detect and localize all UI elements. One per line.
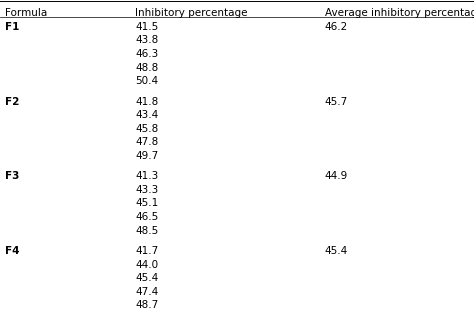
Text: 50.4: 50.4 xyxy=(135,76,158,86)
Text: 43.3: 43.3 xyxy=(135,185,158,195)
Text: 44.0: 44.0 xyxy=(135,260,158,270)
Text: 45.1: 45.1 xyxy=(135,198,158,208)
Text: 43.4: 43.4 xyxy=(135,110,158,120)
Text: 43.8: 43.8 xyxy=(135,35,158,46)
Text: 45.4: 45.4 xyxy=(135,273,158,283)
Text: 45.8: 45.8 xyxy=(135,124,158,134)
Text: Average inhibitory percentage: Average inhibitory percentage xyxy=(325,8,474,18)
Text: 41.8: 41.8 xyxy=(135,96,158,107)
Text: F4: F4 xyxy=(5,246,19,256)
Text: 47.4: 47.4 xyxy=(135,287,158,297)
Text: 44.9: 44.9 xyxy=(325,171,348,181)
Text: 49.7: 49.7 xyxy=(135,151,158,161)
Text: 48.5: 48.5 xyxy=(135,226,158,236)
Text: 45.4: 45.4 xyxy=(325,246,348,256)
Text: 45.7: 45.7 xyxy=(325,96,348,107)
Text: 41.3: 41.3 xyxy=(135,171,158,181)
Text: F1: F1 xyxy=(5,22,19,32)
Text: F3: F3 xyxy=(5,171,19,181)
Text: 48.8: 48.8 xyxy=(135,62,158,73)
Text: 46.3: 46.3 xyxy=(135,49,158,59)
Text: Inhibitory percentage: Inhibitory percentage xyxy=(135,8,247,18)
Text: Formula: Formula xyxy=(5,8,47,18)
Text: 46.2: 46.2 xyxy=(325,22,348,32)
Text: 46.5: 46.5 xyxy=(135,212,158,222)
Text: 47.8: 47.8 xyxy=(135,137,158,147)
Text: 41.7: 41.7 xyxy=(135,246,158,256)
Text: 48.7: 48.7 xyxy=(135,300,158,310)
Text: F2: F2 xyxy=(5,96,19,107)
Text: 41.5: 41.5 xyxy=(135,22,158,32)
